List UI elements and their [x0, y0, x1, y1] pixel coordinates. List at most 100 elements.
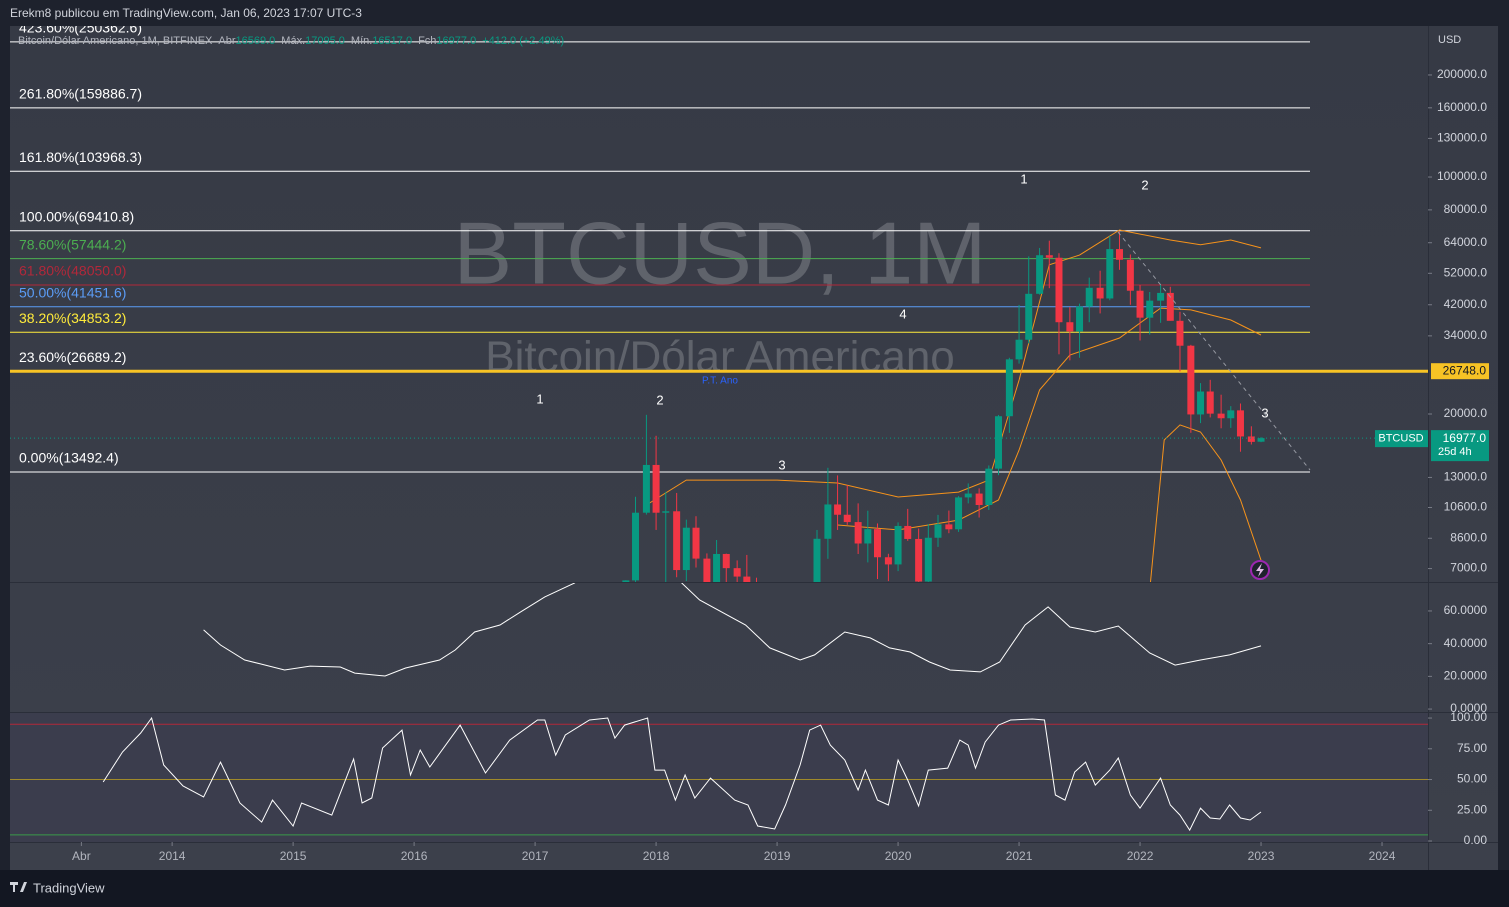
legend-symbol: Bitcoin/Dólar Americano, 1M, BITFINEX	[18, 35, 213, 47]
legend-field-name: Máx.	[281, 35, 305, 47]
wave-label: 2	[1141, 177, 1148, 192]
legend-field-value: 17095.0	[305, 35, 345, 47]
fib-level-label: 50.00%(41451.6)	[19, 284, 126, 300]
y-tick-label: 42000.0	[1444, 297, 1488, 311]
trend-line	[1117, 231, 1311, 471]
legend-field-value: 16977.0	[436, 35, 476, 47]
candle-body	[1257, 438, 1265, 442]
symbol-tag	[1375, 430, 1428, 448]
x-tick-label: 2022	[1127, 849, 1154, 863]
x-tick-label: 2023	[1248, 849, 1275, 863]
candle-body	[824, 504, 832, 539]
candle-body	[1206, 391, 1214, 414]
candle-body	[1005, 359, 1013, 417]
x-tick-label: 2018	[643, 849, 670, 863]
last-price-box	[1431, 430, 1489, 462]
symbol-tag-label: BTCUSD	[1378, 433, 1423, 445]
watermark-title: BTCUSD, 1M	[454, 203, 987, 302]
y-tick-label: 100.00	[1450, 710, 1487, 724]
y-tick-label: 8600.0	[1450, 530, 1487, 544]
wave-label: 4	[899, 306, 906, 321]
y-tick-label: 7000.0	[1450, 561, 1487, 575]
candle-body	[924, 537, 932, 582]
legend-change: +412.0 (+2.49%)	[482, 35, 564, 47]
indicator-line	[203, 583, 1262, 677]
candle-body	[934, 524, 942, 538]
fib-level-label: 100.00%(69410.8)	[19, 208, 134, 224]
y-tick-label: 130000.0	[1437, 131, 1487, 145]
candle-body	[945, 524, 953, 530]
attribution: Erekm8 publicou em TradingView.com, Jan …	[10, 6, 362, 20]
fib-level-label: 161.80%(103968.3)	[19, 149, 142, 165]
candle-body	[743, 576, 751, 582]
candle-body	[703, 558, 711, 582]
candle-body	[1236, 410, 1244, 437]
band-line	[1149, 424, 1262, 582]
indicator-pane	[203, 583, 1262, 677]
candle-body	[632, 512, 640, 581]
candle-body	[1076, 306, 1084, 332]
note: P.T. Ano	[702, 376, 738, 387]
candle-body	[1197, 391, 1205, 415]
candle-body	[1187, 345, 1195, 415]
candle-body	[1055, 257, 1063, 323]
fib-level-label: 38.20%(34853.2)	[19, 310, 126, 326]
candle-body	[1106, 249, 1114, 299]
y-tick-label: 20.0000	[1444, 669, 1488, 683]
candle-body	[975, 493, 983, 505]
y-tick-label: 64000.0	[1444, 235, 1488, 249]
candle-body	[1066, 322, 1074, 332]
legend-field-value: 16517.0	[372, 35, 412, 47]
candle-body	[873, 529, 881, 558]
candle-body	[1096, 287, 1104, 299]
candle-body	[864, 529, 872, 544]
x-tick-label: 2024	[1369, 849, 1396, 863]
y-tick-label: 80000.0	[1444, 202, 1488, 216]
candle-body	[733, 568, 741, 577]
legend-field-name: Fch	[418, 35, 436, 47]
wave-label: 3	[1261, 405, 1268, 420]
band-line	[646, 229, 1262, 506]
candle-body	[854, 522, 862, 544]
fib-level-label: 78.60%(57444.2)	[19, 236, 126, 252]
candle-body	[1217, 413, 1225, 419]
candle-body	[884, 557, 892, 565]
y-tick-label: 40.0000	[1444, 636, 1488, 650]
brand-name: TradingView	[33, 880, 105, 895]
fib-level-label: 0.00%(13492.4)	[19, 450, 119, 466]
y-tick-label: 0.0000	[1450, 701, 1487, 715]
candle-body	[1045, 255, 1053, 258]
y-tick-label: 160000.0	[1437, 100, 1487, 114]
candle-body	[1036, 255, 1044, 294]
x-tick-label: 2016	[401, 849, 428, 863]
fib-level-label: 261.80%(159886.7)	[19, 86, 142, 102]
x-tick-label: 2021	[1006, 849, 1033, 863]
countdown-label: 25d 4h	[1438, 446, 1472, 458]
candle-body	[713, 553, 721, 582]
x-tick-label: 2019	[764, 849, 791, 863]
oscillator-pane	[10, 716, 1428, 836]
legend-field-name: Abr	[218, 35, 235, 47]
wave-label: 1	[536, 391, 543, 406]
fib-level-label: 423.60%(250362.6)	[19, 20, 142, 36]
indicator-line	[102, 716, 1262, 832]
candle-body	[985, 468, 993, 505]
watermark-subtitle: Bitcoin/Dólar Americano	[485, 333, 955, 382]
candle-body	[994, 416, 1002, 469]
wave-label: 3	[778, 457, 785, 472]
y-tick-label: 100000.0	[1437, 169, 1487, 183]
candle-body	[1146, 300, 1154, 318]
y-tick-label: 60.0000	[1444, 603, 1488, 617]
price-pane: 423.60%(250362.6) 261.80%(159886.7) 161.80…	[10, 20, 1428, 582]
y-tick-label: 13000.0	[1444, 470, 1488, 484]
y-tick-label: 50.00	[1457, 772, 1487, 786]
hline-axis-label: 26748.0	[1443, 363, 1487, 377]
y-tick-label: 52000.0	[1444, 265, 1488, 279]
candle-body	[1025, 293, 1033, 340]
symbol-legend: Bitcoin/Dólar Americano, 1M, BITFINEX Abr…	[18, 35, 564, 47]
oscillator-pane-background	[10, 713, 1428, 842]
candle-body	[1126, 259, 1134, 291]
wave-label: 2	[656, 392, 663, 407]
